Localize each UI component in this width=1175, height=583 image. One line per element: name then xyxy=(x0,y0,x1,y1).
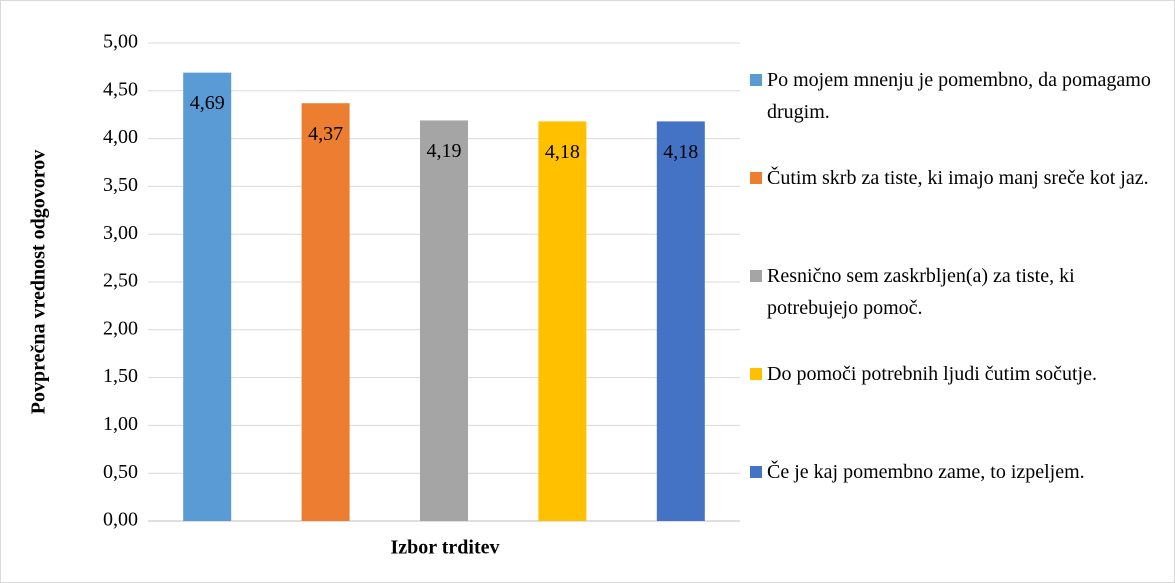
bar xyxy=(420,120,468,521)
legend-swatch xyxy=(750,466,762,478)
legend-label: Resnično sem zaskrbljen(a) za tiste, ki … xyxy=(767,265,1075,319)
data-label: 4,69 xyxy=(190,92,225,114)
y-tick-label: 3,50 xyxy=(103,174,138,196)
legend-label: Do pomoči potrebnih ljudi čutim sočutje. xyxy=(767,363,1097,385)
y-axis-title: Povprečna vrednost odgovorov xyxy=(28,150,50,414)
legend-swatch xyxy=(750,74,762,86)
y-tick-label: 0,50 xyxy=(103,461,138,483)
bar xyxy=(656,121,705,521)
legend-item: Po mojem mnenju je pomembno, da pomagamo… xyxy=(750,64,1162,128)
legend-item: Do pomoči potrebnih ljudi čutim sočutje. xyxy=(750,358,1162,390)
y-tick-label: 2,50 xyxy=(103,270,138,292)
legend-swatch xyxy=(750,270,762,282)
y-tick-label: 4,50 xyxy=(103,78,138,100)
y-tick-label: 0,00 xyxy=(103,509,138,531)
y-tick-label: 1,00 xyxy=(103,413,138,435)
legend-item: Resnično sem zaskrbljen(a) za tiste, ki … xyxy=(750,260,1162,324)
legend-swatch xyxy=(750,368,762,380)
data-label: 4,37 xyxy=(308,123,343,145)
y-tick-label: 4,00 xyxy=(103,126,138,148)
bar xyxy=(301,103,350,521)
y-tick-label: 1,50 xyxy=(103,365,138,387)
data-label: 4,19 xyxy=(427,140,462,162)
legend-item: Čutim skrb za tiste, ki imajo manj sreče… xyxy=(750,162,1162,194)
y-tick-label: 3,00 xyxy=(103,222,138,244)
legend-swatch xyxy=(750,172,762,184)
bar xyxy=(183,72,232,522)
bar xyxy=(538,121,587,521)
legend-label: Če je kaj pomembno zame, to izpeljem. xyxy=(767,461,1085,483)
data-label: 4,18 xyxy=(545,141,580,163)
legend-label: Po mojem mnenju je pomembno, da pomagamo… xyxy=(767,69,1151,123)
legend-label: Čutim skrb za tiste, ki imajo manj sreče… xyxy=(767,167,1149,189)
x-axis-title: Izbor trditev xyxy=(390,537,499,559)
y-tick-label: 5,00 xyxy=(103,31,138,53)
y-tick-label: 2,00 xyxy=(103,317,138,339)
legend-item: Če je kaj pomembno zame, to izpeljem. xyxy=(750,456,1162,488)
data-label: 4,18 xyxy=(663,141,698,163)
